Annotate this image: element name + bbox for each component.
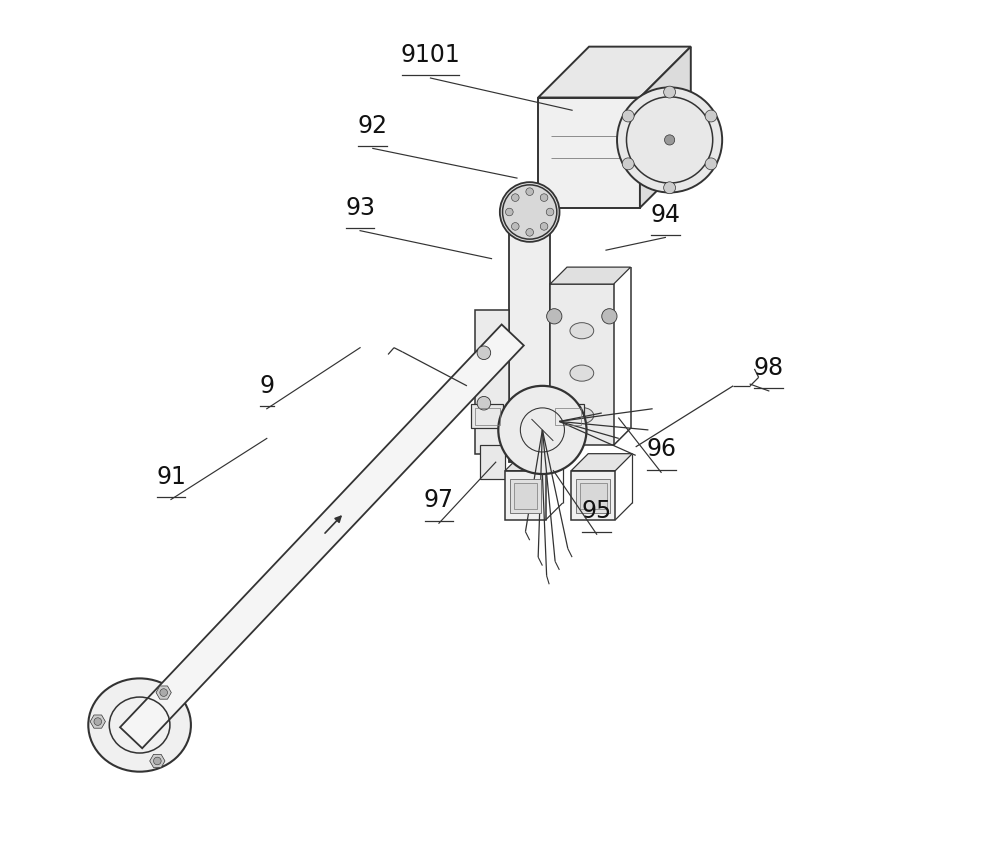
Circle shape	[617, 87, 722, 192]
Polygon shape	[156, 686, 171, 699]
Bar	[550, 284, 614, 445]
Text: 9: 9	[259, 374, 274, 398]
Bar	[576, 479, 610, 513]
Circle shape	[503, 185, 557, 239]
Circle shape	[705, 158, 717, 170]
Circle shape	[540, 194, 548, 202]
Ellipse shape	[570, 408, 594, 424]
Polygon shape	[150, 755, 165, 767]
Circle shape	[602, 309, 617, 324]
Circle shape	[94, 717, 102, 725]
Circle shape	[160, 689, 167, 696]
Bar	[555, 408, 581, 425]
Polygon shape	[538, 47, 691, 98]
Circle shape	[500, 182, 560, 242]
Bar	[471, 404, 503, 428]
Circle shape	[526, 187, 533, 196]
Text: 94: 94	[650, 203, 680, 226]
Circle shape	[477, 397, 491, 410]
Polygon shape	[571, 454, 632, 471]
Bar	[538, 98, 640, 208]
Polygon shape	[120, 325, 524, 748]
Bar	[509, 220, 550, 462]
Polygon shape	[640, 47, 691, 208]
Bar	[505, 471, 546, 520]
Circle shape	[665, 135, 675, 145]
Polygon shape	[550, 267, 631, 284]
Circle shape	[664, 181, 676, 193]
Bar	[510, 479, 541, 513]
Polygon shape	[90, 715, 105, 728]
Ellipse shape	[570, 365, 594, 381]
Circle shape	[506, 208, 513, 216]
Text: 92: 92	[358, 114, 388, 137]
Circle shape	[526, 228, 533, 237]
Ellipse shape	[88, 678, 191, 772]
Bar	[480, 445, 505, 479]
Bar	[552, 404, 584, 428]
Text: 98: 98	[754, 356, 784, 380]
Bar	[475, 408, 500, 425]
Bar	[580, 483, 607, 509]
Circle shape	[511, 194, 519, 202]
Circle shape	[540, 222, 548, 230]
Polygon shape	[505, 454, 563, 471]
Bar	[514, 483, 537, 509]
Text: 97: 97	[424, 488, 454, 512]
Text: 91: 91	[156, 465, 186, 488]
Bar	[475, 310, 509, 454]
Text: 93: 93	[345, 196, 375, 220]
Circle shape	[705, 110, 717, 122]
Circle shape	[622, 110, 634, 122]
Text: 96: 96	[646, 438, 676, 461]
Bar	[571, 471, 615, 520]
Circle shape	[622, 158, 634, 170]
Circle shape	[546, 208, 554, 216]
Circle shape	[664, 86, 676, 98]
Text: 95: 95	[582, 499, 612, 523]
Circle shape	[511, 222, 519, 230]
Circle shape	[547, 309, 562, 324]
Circle shape	[498, 386, 586, 474]
Circle shape	[477, 346, 491, 360]
Text: 9101: 9101	[401, 43, 460, 67]
Circle shape	[154, 757, 161, 765]
Ellipse shape	[570, 322, 594, 338]
